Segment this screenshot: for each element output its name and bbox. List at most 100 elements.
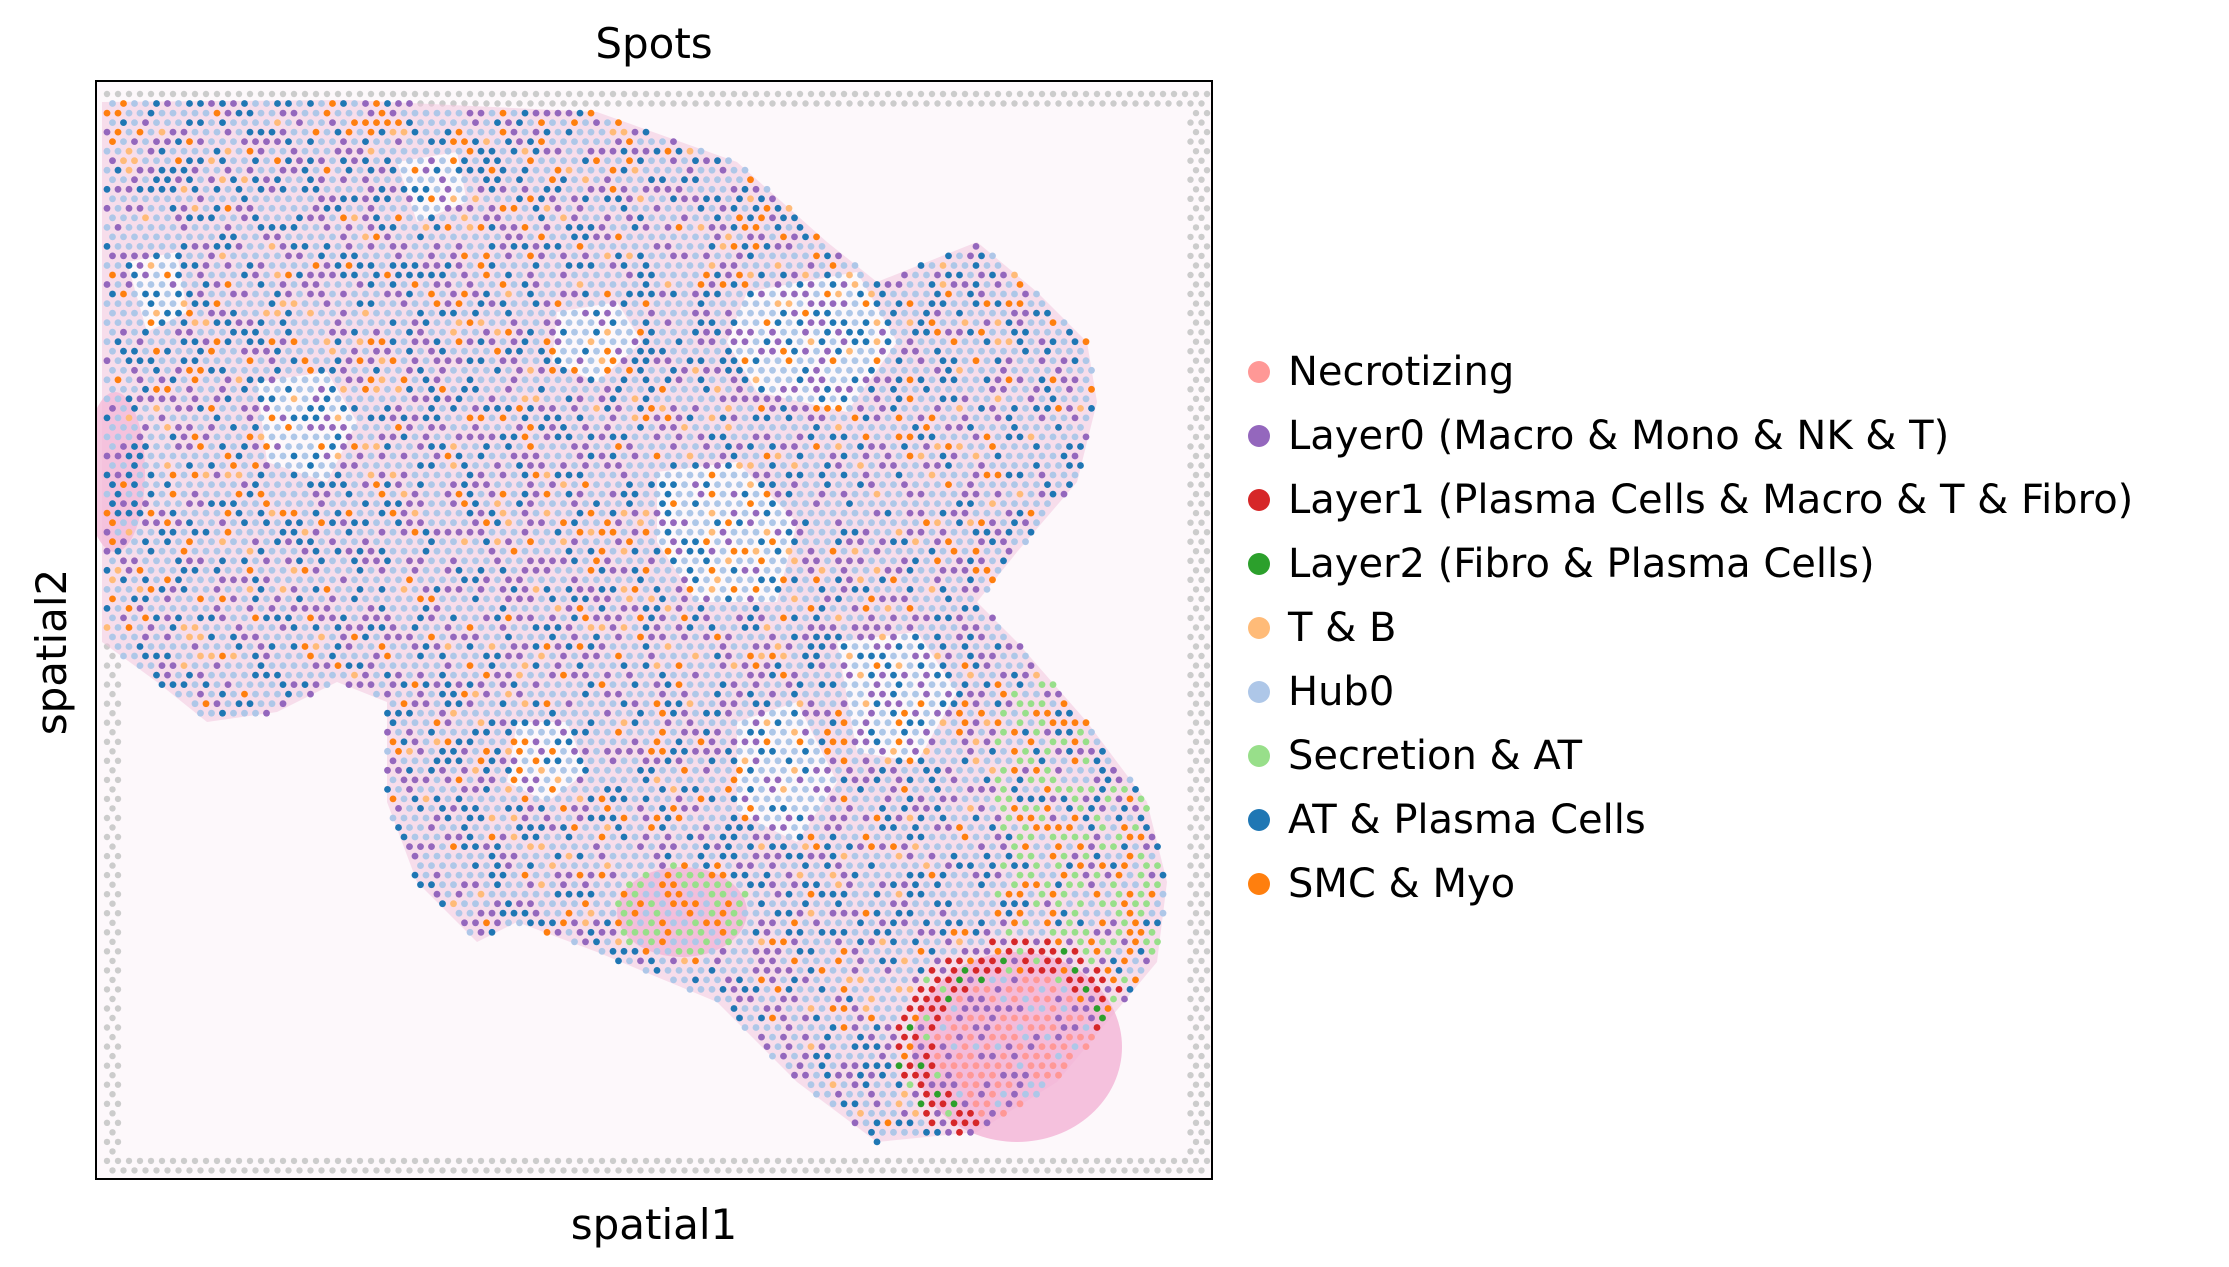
cell-spot [587,586,595,593]
cell-spot [378,490,386,498]
cell-spot [670,366,677,374]
cell-spot [736,309,743,317]
cell-spot [857,309,864,317]
cell-spot [312,395,320,403]
background-spot [103,986,111,993]
cell-spot [136,128,144,136]
cell-spot [560,233,567,241]
cell-spot [692,271,699,279]
cell-spot [279,624,287,631]
cell-spot [494,481,501,488]
cell-spot [576,224,584,231]
cell-spot [868,500,875,507]
cell-spot [301,338,309,346]
cell-spot [906,433,914,441]
cell-spot [752,452,760,460]
cell-spot [164,233,171,241]
cell-spot [455,433,463,441]
cell-spot [725,424,732,431]
cell-spot [147,452,155,460]
cell-spot [125,224,133,231]
cell-spot [329,519,336,527]
cell-spot [648,443,655,450]
cell-spot [802,405,809,412]
cell-spot [989,290,996,298]
cell-spot [686,224,694,231]
cell-spot [780,290,787,298]
cell-spot [444,376,452,384]
cell-spot [653,509,661,517]
background-spot [829,90,837,98]
cell-spot [158,224,166,231]
cell-spot [543,357,551,365]
cell-spot [103,281,111,288]
cell-spot [202,376,210,384]
background-spot [747,1167,754,1174]
cell-spot [510,281,518,288]
cell-spot [494,576,501,584]
cell-spot [873,376,881,384]
cell-spot [197,424,204,431]
cell-spot [103,605,111,612]
cell-spot [917,605,925,612]
cell-spot [851,566,859,574]
cell-spot [114,166,122,174]
cell-spot [296,500,303,507]
cell-spot [675,414,683,422]
cell-spot [180,528,188,536]
cell-spot [554,624,562,631]
cell-spot [428,252,435,260]
cell-spot [648,290,655,298]
background-spot [1198,1052,1205,1060]
background-spot [868,1167,875,1174]
background-spot [450,1167,457,1174]
cell-spot [912,309,919,317]
cell-spot [499,624,507,631]
background-spot [1198,843,1205,850]
cell-spot [197,233,204,241]
cell-spot [631,319,639,326]
cell-spot [241,385,248,393]
cell-spot [499,433,507,441]
cell-spot [477,414,485,422]
cell-spot [967,366,974,374]
cell-spot [241,481,248,488]
background-spot [109,1072,116,1079]
cell-spot [1071,452,1079,460]
cell-spot [862,509,870,517]
cell-spot [274,576,281,584]
cell-spot [109,462,116,469]
background-spot [1198,919,1205,926]
tissue-spot-image [97,90,1211,1174]
cell-spot [246,414,254,422]
cell-spot [835,595,842,603]
cell-spot [186,519,193,527]
cell-spot [901,424,908,431]
cell-spot [362,252,369,260]
cell-spot [197,443,204,450]
cell-spot [972,243,980,250]
cell-spot [538,195,545,203]
cell-spot [114,338,122,346]
background-spot [109,1129,116,1136]
background-spot [1198,767,1205,774]
cell-spot [356,376,364,384]
cell-spot [312,471,320,479]
cell-spot [747,557,754,565]
cell-spot [131,424,138,431]
cell-spot [120,100,127,107]
cell-spot [219,557,226,565]
cell-spot [516,481,523,488]
cell-spot [620,262,628,269]
cell-spot [719,357,727,365]
cell-spot [708,509,716,517]
cell-spot [175,252,182,260]
cell-spot [406,347,413,355]
cell-spot [560,195,567,203]
cell-spot [483,405,490,412]
cell-spot [290,586,298,593]
background-spot [1192,357,1200,364]
cell-spot [598,547,606,555]
cell-spot [945,576,952,584]
background-spot [213,90,221,98]
